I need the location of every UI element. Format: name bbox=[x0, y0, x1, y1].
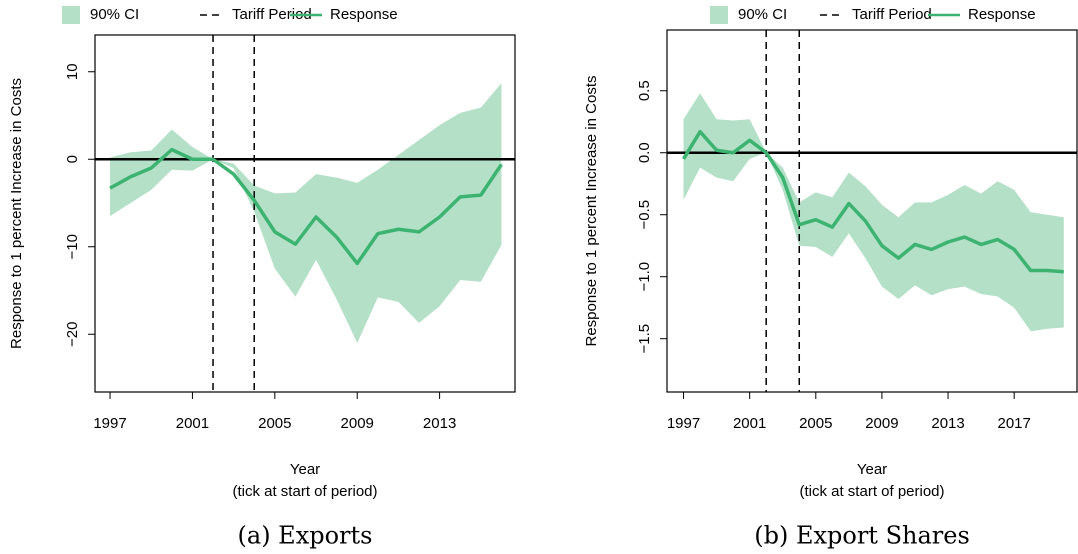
y-tick-label: 10 bbox=[64, 63, 81, 80]
legend-swatch bbox=[710, 6, 728, 24]
y-tick-label: 0 bbox=[64, 155, 81, 163]
x-tick-label: 1997 bbox=[93, 415, 126, 432]
x-tick-label: 2013 bbox=[931, 415, 964, 432]
response-line bbox=[109, 147, 503, 266]
legend-label: Response bbox=[968, 6, 1036, 23]
x-axis-title: Year bbox=[290, 461, 320, 478]
plot-frame bbox=[666, 29, 1078, 393]
x-tick-label: 2009 bbox=[865, 415, 898, 432]
response-line bbox=[682, 129, 1064, 274]
y-tick-label: −1.0 bbox=[636, 262, 653, 292]
legend-label: Tariff Period bbox=[232, 6, 312, 23]
x-tick-label: 2009 bbox=[341, 415, 374, 432]
x-tick-label: 2001 bbox=[733, 415, 766, 432]
x-axis-note: (tick at start of period) bbox=[799, 483, 944, 500]
y-tick-label: −10 bbox=[64, 234, 81, 259]
legend-label: Response bbox=[330, 6, 398, 23]
y-axis-title: Response to 1 percent Increase in Costs bbox=[8, 78, 25, 349]
caption: (b) Export Shares bbox=[754, 522, 970, 550]
x-tick-label: 1997 bbox=[667, 415, 700, 432]
plot-frame bbox=[94, 34, 516, 393]
legend-label: Tariff Period bbox=[852, 6, 932, 23]
y-tick-label: −0.5 bbox=[636, 200, 653, 230]
legend-label: 90% CI bbox=[90, 6, 139, 23]
x-tick-label: 2001 bbox=[176, 415, 209, 432]
legend-swatch bbox=[62, 6, 80, 24]
legend-label: 90% CI bbox=[738, 6, 787, 23]
y-axis-title: Response to 1 percent Increase in Costs bbox=[583, 76, 600, 347]
x-axis-note: (tick at start of period) bbox=[232, 483, 377, 500]
x-tick-label: 2005 bbox=[799, 415, 832, 432]
y-tick-label: 0.0 bbox=[636, 142, 653, 163]
x-axis-title: Year bbox=[857, 461, 887, 478]
caption: (a) Exports bbox=[238, 522, 373, 550]
x-tick-label: 2017 bbox=[997, 415, 1030, 432]
y-tick-label: −1.5 bbox=[636, 324, 653, 354]
x-tick-label: 2005 bbox=[258, 415, 291, 432]
y-tick-label: 0.5 bbox=[636, 80, 653, 101]
x-tick-label: 2013 bbox=[423, 415, 456, 432]
ci-band bbox=[110, 83, 502, 343]
ci-band bbox=[683, 93, 1064, 332]
y-tick-label: −20 bbox=[64, 322, 81, 347]
